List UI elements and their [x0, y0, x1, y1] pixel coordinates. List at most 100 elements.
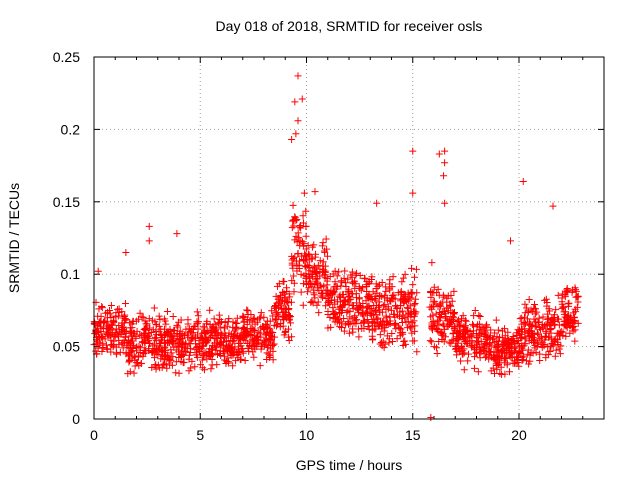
data-point — [313, 279, 321, 287]
data-point — [329, 287, 337, 295]
data-point — [546, 326, 554, 334]
data-point — [376, 331, 384, 339]
data-point — [229, 318, 237, 326]
data-point — [122, 248, 130, 256]
data-point — [272, 292, 280, 300]
data-point — [464, 357, 472, 365]
data-point — [498, 371, 506, 379]
data-point — [191, 322, 199, 330]
data-point — [341, 297, 349, 305]
data-point — [378, 318, 386, 326]
data-point — [142, 326, 150, 334]
data-point — [135, 342, 143, 350]
data-point — [211, 334, 219, 342]
data-point — [257, 309, 265, 317]
data-point — [199, 353, 207, 361]
data-point — [428, 305, 436, 313]
data-point — [194, 312, 202, 320]
data-point — [145, 222, 153, 230]
data-point — [410, 301, 418, 309]
data-point — [312, 269, 320, 277]
data-point — [508, 354, 516, 362]
data-point — [474, 338, 482, 346]
data-point — [343, 308, 351, 316]
data-point — [119, 323, 127, 331]
data-point — [491, 329, 499, 337]
data-point — [150, 354, 158, 362]
data-point — [108, 320, 116, 328]
data-point — [337, 282, 345, 290]
data-point — [403, 304, 411, 312]
data-point — [297, 270, 305, 278]
data-point — [441, 308, 449, 316]
data-point — [380, 344, 388, 352]
data-point — [460, 366, 468, 374]
data-point — [536, 356, 544, 364]
data-point — [559, 303, 567, 311]
data-point — [243, 306, 251, 314]
data-point — [297, 288, 305, 296]
data-point — [369, 310, 377, 318]
data-point — [311, 188, 319, 196]
data-point — [556, 350, 564, 358]
data-point — [552, 346, 560, 354]
data-points — [90, 72, 582, 422]
data-point — [216, 315, 224, 323]
data-point — [140, 337, 148, 345]
data-point — [479, 344, 487, 352]
data-point — [245, 347, 253, 355]
data-point — [300, 189, 308, 197]
data-point — [441, 199, 449, 207]
data-point — [200, 366, 208, 374]
data-point — [143, 320, 151, 328]
data-point — [93, 337, 101, 345]
data-point — [314, 298, 322, 306]
data-point — [230, 337, 238, 345]
data-point — [188, 325, 196, 333]
data-point — [496, 370, 504, 378]
data-point — [228, 343, 236, 351]
data-point — [492, 350, 500, 358]
data-point — [97, 327, 105, 335]
data-point — [263, 323, 271, 331]
data-point — [280, 278, 288, 286]
data-point — [115, 321, 123, 329]
data-point — [385, 339, 393, 347]
data-point — [140, 346, 148, 354]
data-point — [269, 356, 277, 364]
data-point — [511, 347, 519, 355]
data-point — [470, 364, 478, 372]
data-point — [427, 414, 435, 422]
data-point — [475, 312, 483, 320]
data-point — [298, 252, 306, 260]
data-point — [313, 268, 321, 276]
data-point — [124, 343, 132, 351]
data-point — [540, 340, 548, 348]
data-point — [199, 342, 207, 350]
x-tick-label: 5 — [196, 427, 204, 443]
data-point — [331, 267, 339, 275]
data-point — [302, 270, 310, 278]
data-point — [384, 321, 392, 329]
data-point — [112, 325, 120, 333]
data-point — [527, 349, 535, 357]
data-point — [112, 349, 120, 357]
data-point — [408, 264, 416, 272]
data-point — [498, 347, 506, 355]
data-point — [225, 315, 233, 323]
data-point — [360, 317, 368, 325]
data-point — [492, 343, 500, 351]
data-point — [126, 319, 134, 327]
data-point — [155, 322, 163, 330]
data-point — [298, 95, 306, 103]
data-point — [400, 293, 408, 301]
data-point — [98, 348, 106, 356]
data-point — [294, 250, 302, 258]
data-point — [302, 207, 310, 215]
data-point — [312, 250, 320, 258]
data-point — [148, 348, 156, 356]
data-point — [233, 333, 241, 341]
data-point — [345, 329, 353, 337]
data-point — [532, 318, 540, 326]
data-point — [110, 318, 118, 326]
